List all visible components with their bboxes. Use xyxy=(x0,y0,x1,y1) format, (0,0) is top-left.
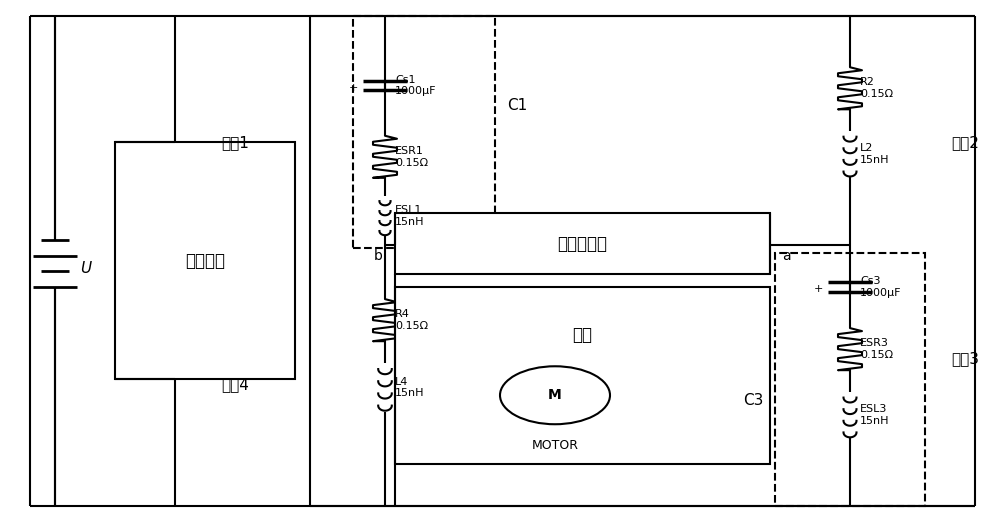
Text: C3: C3 xyxy=(743,393,763,408)
Text: 其它负载: 其它负载 xyxy=(185,252,225,270)
Text: 桥脂3: 桥脂3 xyxy=(951,351,979,366)
Text: 桥脂2: 桥脂2 xyxy=(951,135,979,150)
Text: R2
0.15Ω: R2 0.15Ω xyxy=(860,77,893,99)
Bar xyxy=(395,287,770,464)
Text: MOTOR: MOTOR xyxy=(532,439,578,452)
Text: +: + xyxy=(348,83,358,93)
Text: Cs3
1000μF: Cs3 1000μF xyxy=(860,277,902,298)
Bar xyxy=(115,142,295,379)
Text: C1: C1 xyxy=(507,98,527,113)
Text: ESR3
0.15Ω: ESR3 0.15Ω xyxy=(860,338,893,360)
Text: L2
15nH: L2 15nH xyxy=(860,143,890,165)
Text: 桥脂1: 桥脂1 xyxy=(221,135,249,150)
Bar xyxy=(395,213,770,274)
Text: Cs1
1000μF: Cs1 1000μF xyxy=(395,75,436,96)
Text: ESL1
15nH: ESL1 15nH xyxy=(395,206,424,227)
Bar xyxy=(353,16,495,248)
Text: +: + xyxy=(813,285,823,294)
Text: 电机驱动器: 电机驱动器 xyxy=(558,235,608,253)
Text: U: U xyxy=(80,261,91,276)
Text: L4
15nH: L4 15nH xyxy=(395,377,424,398)
Text: R4
0.15Ω: R4 0.15Ω xyxy=(395,309,428,331)
Text: ESL3
15nH: ESL3 15nH xyxy=(860,404,890,426)
Text: a: a xyxy=(782,249,791,262)
Text: 电机: 电机 xyxy=(572,326,592,344)
Text: M: M xyxy=(548,388,562,402)
Text: b: b xyxy=(374,249,383,262)
Text: 桥脂4: 桥脂4 xyxy=(221,377,249,392)
Bar xyxy=(775,253,925,506)
Text: ESR1
0.15Ω: ESR1 0.15Ω xyxy=(395,146,428,168)
